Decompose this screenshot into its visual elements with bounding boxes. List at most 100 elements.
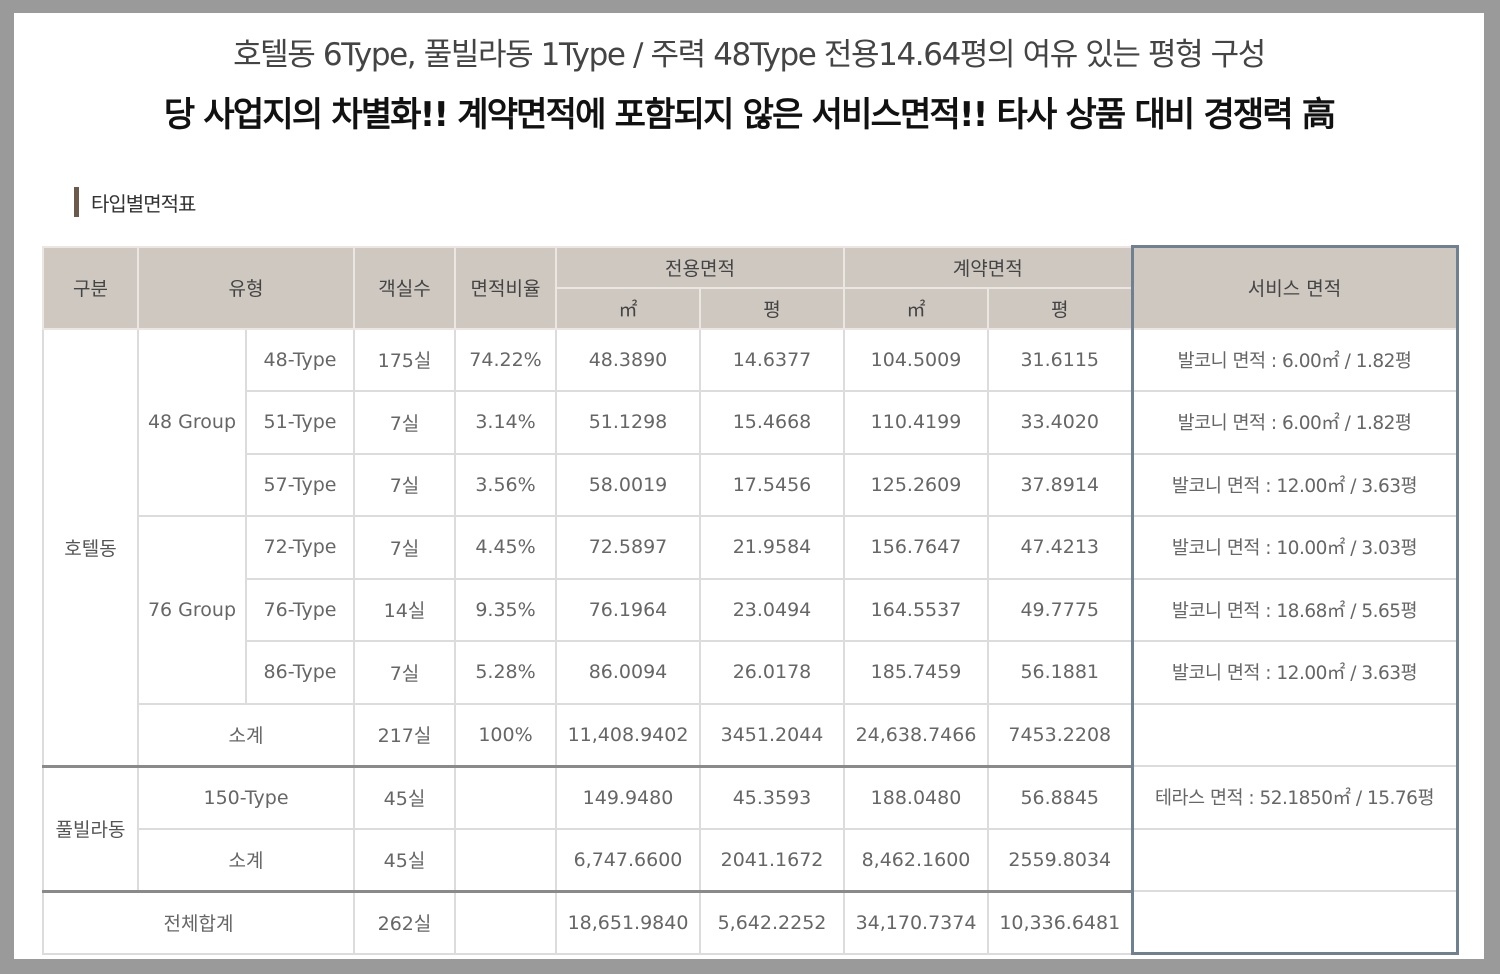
rooms-cell: 7실 [353,452,456,517]
contract-sqm-cell: 104.5009 [843,327,989,392]
exclusive-sqm-cell: 86.0094 [555,640,701,705]
service-area-cell: 발코니 면적 : 10.00㎡ / 3.03평 [1130,515,1459,580]
rooms-cell: 7실 [353,640,456,705]
ratio-cell: 4.45% [454,515,557,580]
contract-pyeong-cell: 31.6115 [987,327,1133,392]
ratio-cell [454,764,557,830]
table-row: 76-Type 14실 9.35% 76.1964 23.0494 164.55… [43,577,1459,642]
table-row: 76 Group 72-Type 7실 4.45% 72.5897 21.958… [43,515,1459,705]
header-service-area: 서비스 면적 [1130,245,1459,330]
contract-sqm-cell: 156.7647 [843,515,989,580]
contract-pyeong-cell: 2559.8034 [987,827,1133,892]
table-row: 57-Type 7실 3.56% 58.0019 17.5456 125.260… [43,452,1459,517]
exclusive-pyeong-cell: 2041.1672 [699,827,845,892]
service-area-cell: 발코니 면적 : 12.00㎡ / 3.63평 [1130,452,1459,517]
service-area-cell: 테라스 면적 : 52.1850㎡ / 15.76평 [1130,765,1459,830]
contract-pyeong-cell: 7453.2208 [987,702,1133,767]
service-area-cell: 발코니 면적 : 6.00㎡ / 1.82평 [1130,390,1459,455]
service-area-cell [1130,890,1459,955]
service-area-cell [1130,702,1459,767]
rooms-cell: 45실 [353,764,456,830]
ratio-cell: 9.35% [454,577,557,642]
table-row-total: 전체합계 262실 18,651.9840 5,642.2252 34,170.… [42,889,1459,955]
headline-secondary: 당 사업지의 차별화!! 계약면적에 포함되지 않은 서비스면적!! 타사 상품… [163,95,1336,135]
exclusive-pyeong-cell: 45.3593 [699,764,845,830]
header-exclusive-sqm: ㎡ [555,286,701,330]
ratio-cell [454,827,557,892]
contract-sqm-cell: 125.2609 [843,452,989,517]
contract-sqm-cell: 8,462.1600 [843,827,989,892]
ratio-cell: 3.14% [454,390,557,455]
contract-pyeong-cell: 47.4213 [987,515,1133,580]
header-contract-area: 계약면적 [843,245,1133,289]
contract-pyeong-cell: 37.8914 [987,452,1133,517]
exclusive-sqm-cell: 18,651.9840 [555,889,701,955]
exclusive-sqm-cell: 76.1964 [555,577,701,642]
exclusive-pyeong-cell: 21.9584 [699,515,845,580]
contract-pyeong-cell: 56.8845 [987,764,1133,830]
exclusive-sqm-cell: 6,747.6600 [555,827,701,892]
header-division: 구분 [42,245,139,330]
area-table: 구분 유형 객실수 면적비율 전용면적 계약면적 서비스 면적 ㎡ 평 ㎡ 평 … [42,245,1459,955]
type-cell: 51-Type [245,390,355,455]
header-type: 유형 [137,245,355,330]
exclusive-sqm-cell: 51.1298 [555,390,701,455]
exclusive-sqm-cell: 149.9480 [555,764,701,830]
service-area-cell [1130,827,1459,892]
exclusive-pyeong-cell: 5,642.2252 [699,889,845,955]
section-title-label: 타입별면적표 [91,191,196,216]
total-label: 전체합계 [42,889,355,955]
exclusive-pyeong-cell: 26.0178 [699,640,845,705]
rooms-cell: 7실 [353,515,456,580]
ratio-cell [454,889,557,955]
exclusive-sqm-cell: 58.0019 [555,452,701,517]
table-row-subtotal: 소계 217실 100% 11,408.9402 3451.2044 24,63… [43,702,1459,767]
section-title: 타입별면적표 [74,187,196,217]
contract-sqm-cell: 34,170.7374 [843,889,989,955]
contract-sqm-cell: 185.7459 [843,640,989,705]
table-row: 호텔동 48 Group 48-Type 175실 74.22% 48.3890… [42,327,1459,767]
service-area-cell: 발코니 면적 : 18.68㎡ / 5.65평 [1130,577,1459,642]
table-row: 86-Type 7실 5.28% 86.0094 26.0178 185.745… [43,640,1459,705]
type-cell: 72-Type [245,515,355,580]
table-row-subtotal: 소계 45실 6,747.6600 2041.1672 8,462.1600 2… [43,827,1459,892]
rooms-cell: 45실 [353,827,456,892]
rooms-cell: 14실 [353,577,456,642]
rooms-cell: 175실 [353,327,456,392]
header-exclusive-area: 전용면적 [555,245,845,289]
contract-sqm-cell: 110.4199 [843,390,989,455]
rooms-cell: 7실 [353,390,456,455]
exclusive-pyeong-cell: 15.4668 [699,390,845,455]
group-76: 76 Group [137,515,247,705]
page-frame: 호텔동 6Type, 풀빌라동 1Type / 주력 48Type 전용14.6… [14,13,1484,959]
subtotal-label: 소계 [137,827,355,892]
type-cell: 150-Type [137,764,355,830]
exclusive-pyeong-cell: 17.5456 [699,452,845,517]
type-cell: 57-Type [245,452,355,517]
rooms-cell: 262실 [353,889,456,955]
type-cell: 48-Type [245,327,355,392]
header-contract-pyeong: 평 [987,286,1133,330]
table-row: 51-Type 7실 3.14% 51.1298 15.4668 110.419… [43,390,1459,455]
ratio-cell: 100% [454,702,557,767]
header-contract-sqm: ㎡ [843,286,989,330]
exclusive-sqm-cell: 48.3890 [555,327,701,392]
group-48: 48 Group [137,327,247,517]
table-row: 풀빌라동 150-Type 45실 149.9480 45.3593 188.0… [42,764,1459,892]
division-hotel: 호텔동 [42,327,139,767]
header-rooms: 객실수 [353,245,456,330]
contract-pyeong-cell: 33.4020 [987,390,1133,455]
ratio-cell: 74.22% [454,327,557,392]
exclusive-pyeong-cell: 23.0494 [699,577,845,642]
contract-sqm-cell: 24,638.7466 [843,702,989,767]
contract-pyeong-cell: 10,336.6481 [987,889,1133,955]
division-pool-villa: 풀빌라동 [42,764,139,892]
subtotal-label: 소계 [137,702,355,767]
service-area-cell: 발코니 면적 : 6.00㎡ / 1.82평 [1130,327,1459,392]
service-area-cell: 발코니 면적 : 12.00㎡ / 3.63평 [1130,640,1459,705]
contract-sqm-cell: 164.5537 [843,577,989,642]
contract-pyeong-cell: 56.1881 [987,640,1133,705]
contract-sqm-cell: 188.0480 [843,764,989,830]
type-cell: 76-Type [245,577,355,642]
ratio-cell: 3.56% [454,452,557,517]
